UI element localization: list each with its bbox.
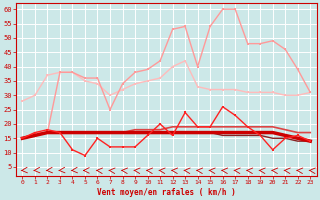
X-axis label: Vent moyen/en rafales ( km/h ): Vent moyen/en rafales ( km/h ) <box>97 188 236 197</box>
